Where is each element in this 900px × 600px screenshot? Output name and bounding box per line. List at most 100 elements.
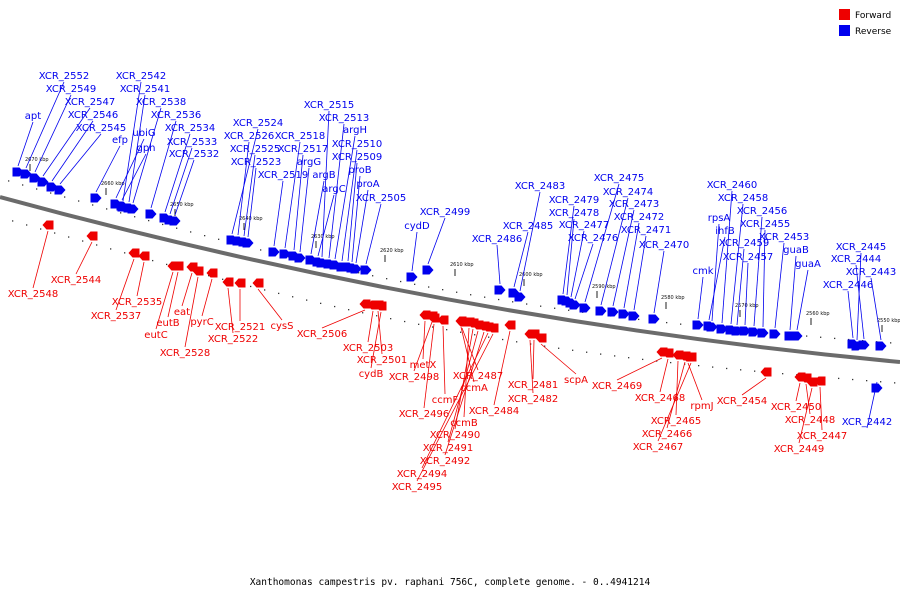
gene-label-guab[interactable]: guaB [783, 245, 809, 256]
gene-label-xcr-2472[interactable]: XCR_2472 [614, 212, 665, 223]
gene-label-metx[interactable]: metX [410, 360, 437, 371]
gene-label-xcr-2447[interactable]: XCR_2447 [797, 431, 848, 442]
gene-label-argb[interactable]: argB [312, 170, 335, 181]
gene-label-cydb[interactable]: cydB [359, 369, 384, 380]
gene-label-xcr-2454[interactable]: XCR_2454 [717, 396, 768, 407]
gene-label-xcr-2548[interactable]: XCR_2548 [8, 289, 59, 300]
gene-label-xcr-2517[interactable]: XCR_2517 [278, 144, 329, 155]
gene-label-xcr-2552[interactable]: XCR_2552 [39, 71, 90, 82]
gene-label-xcr-2515[interactable]: XCR_2515 [304, 100, 355, 111]
gene-label-xcr-2483[interactable]: XCR_2483 [515, 181, 566, 192]
gene-label-xcr-2468[interactable]: XCR_2468 [635, 393, 686, 404]
gene-label-xcr-2534[interactable]: XCR_2534 [165, 123, 216, 134]
gene-label-apt[interactable]: apt [25, 111, 41, 122]
gene-label-xcr-2484[interactable]: XCR_2484 [469, 406, 520, 417]
gene-label-xcr-2503[interactable]: XCR_2503 [343, 343, 394, 354]
gene-label-xcr-2467[interactable]: XCR_2467 [633, 442, 684, 453]
gene-label-xcr-2542[interactable]: XCR_2542 [116, 71, 167, 82]
gene-label-xcr-2537[interactable]: XCR_2537 [91, 311, 142, 322]
gene-label-xcr-2496[interactable]: XCR_2496 [399, 409, 450, 420]
gene-label-xcr-2533[interactable]: XCR_2533 [167, 137, 218, 148]
gene-label-eutc[interactable]: eutC [144, 330, 167, 341]
gene-label-xcr-2486[interactable]: XCR_2486 [472, 234, 523, 245]
gene-label-xcr-2476[interactable]: XCR_2476 [568, 233, 619, 244]
gene-label-xcr-2536[interactable]: XCR_2536 [151, 110, 202, 121]
gene-label-xcr-2519[interactable]: XCR_2519 [258, 170, 309, 181]
gene-label-xcr-2522[interactable]: XCR_2522 [208, 334, 259, 345]
gene-label-eat[interactable]: eat [174, 307, 190, 318]
gene-label-xcr-2492[interactable]: XCR_2492 [420, 456, 471, 467]
gene-label-xcr-2541[interactable]: XCR_2541 [120, 84, 171, 95]
gene-label-rpmj[interactable]: rpmJ [690, 401, 713, 412]
gene-label-xcr-2528[interactable]: XCR_2528 [160, 348, 211, 359]
gene-label-xcr-2478[interactable]: XCR_2478 [549, 208, 600, 219]
gene-label-xcr-2445[interactable]: XCR_2445 [836, 242, 887, 253]
gene-label-ccma[interactable]: ccmA [460, 383, 488, 394]
gene-label-xcr-2444[interactable]: XCR_2444 [831, 254, 882, 265]
gene-label-gph[interactable]: gph [136, 143, 155, 154]
gene-label-xcr-2443[interactable]: XCR_2443 [846, 267, 897, 278]
gene-label-xcr-2487[interactable]: XCR_2487 [453, 371, 504, 382]
gene-label-scpa[interactable]: scpA [564, 375, 588, 386]
gene-label-xcr-2477[interactable]: XCR_2477 [559, 220, 610, 231]
gene-label-pyrc[interactable]: pyrC [190, 317, 213, 328]
gene-label-prob[interactable]: proB [348, 165, 371, 176]
gene-label-xcr-2505[interactable]: XCR_2505 [356, 193, 407, 204]
gene-label-xcr-2494[interactable]: XCR_2494 [397, 469, 448, 480]
gene-label-xcr-2453[interactable]: XCR_2453 [759, 232, 810, 243]
gene-label-xcr-2458[interactable]: XCR_2458 [718, 193, 769, 204]
gene-label-xcr-2482[interactable]: XCR_2482 [508, 394, 559, 405]
gene-label-xcr-2498[interactable]: XCR_2498 [389, 372, 440, 383]
gene-label-xcr-2442[interactable]: XCR_2442 [842, 417, 893, 428]
gene-label-xcr-2499[interactable]: XCR_2499 [420, 207, 471, 218]
gene-label-xcr-2446[interactable]: XCR_2446 [823, 280, 874, 291]
gene-label-xcr-2491[interactable]: XCR_2491 [423, 443, 474, 454]
gene-label-xcr-2518[interactable]: XCR_2518 [275, 131, 326, 142]
gene-label-xcr-2509[interactable]: XCR_2509 [332, 152, 383, 163]
gene-label-xcr-2459[interactable]: XCR_2459 [719, 238, 770, 249]
gene-label-xcr-2490[interactable]: XCR_2490 [430, 430, 481, 441]
gene-label-xcr-2481[interactable]: XCR_2481 [508, 380, 559, 391]
gene-label-xcr-2513[interactable]: XCR_2513 [319, 113, 370, 124]
gene-label-xcr-2538[interactable]: XCR_2538 [136, 97, 187, 108]
gene-label-xcr-2532[interactable]: XCR_2532 [169, 149, 220, 160]
gene-label-xcr-2475[interactable]: XCR_2475 [594, 173, 645, 184]
gene-label-xcr-2549[interactable]: XCR_2549 [46, 84, 97, 95]
gene-label-xcr-2450[interactable]: XCR_2450 [771, 402, 822, 413]
gene-label-xcr-2495[interactable]: XCR_2495 [392, 482, 443, 493]
gene-label-xcr-2524[interactable]: XCR_2524 [233, 118, 284, 129]
gene-label-proa[interactable]: proA [356, 179, 379, 190]
gene-label-xcr-2485[interactable]: XCR_2485 [503, 221, 554, 232]
gene-label-xcr-2473[interactable]: XCR_2473 [609, 199, 660, 210]
gene-label-xcr-2545[interactable]: XCR_2545 [76, 123, 127, 134]
gene-label-cmk[interactable]: cmk [692, 266, 713, 277]
gene-label-xcr-2465[interactable]: XCR_2465 [651, 416, 702, 427]
gene-label-xcr-2535[interactable]: XCR_2535 [112, 297, 163, 308]
gene-label-xcr-2510[interactable]: XCR_2510 [332, 139, 383, 150]
gene-label-xcr-2501[interactable]: XCR_2501 [357, 355, 408, 366]
gene-label-guaa[interactable]: guaA [795, 259, 821, 270]
gene-label-xcr-2470[interactable]: XCR_2470 [639, 240, 690, 251]
gene-label-argh[interactable]: argH [343, 125, 367, 136]
gene-label-rpsa[interactable]: rpsA [708, 213, 731, 224]
gene-label-xcr-2547[interactable]: XCR_2547 [65, 97, 116, 108]
gene-label-ccmf[interactable]: ccmF [432, 395, 459, 406]
gene-label-argc[interactable]: argC [322, 184, 345, 195]
gene-label-xcr-2469[interactable]: XCR_2469 [592, 381, 643, 392]
gene-label-argg[interactable]: argG [297, 157, 321, 168]
gene-label-xcr-2525[interactable]: XCR_2525 [230, 144, 281, 155]
gene-label-xcr-2466[interactable]: XCR_2466 [642, 429, 693, 440]
gene-label-xcr-2546[interactable]: XCR_2546 [68, 110, 119, 121]
gene-label-xcr-2479[interactable]: XCR_2479 [549, 195, 600, 206]
gene-label-xcr-2544[interactable]: XCR_2544 [51, 275, 102, 286]
gene-label-efp[interactable]: efp [112, 135, 128, 146]
gene-label-xcr-2455[interactable]: XCR_2455 [740, 219, 791, 230]
gene-label-xcr-2506[interactable]: XCR_2506 [297, 329, 348, 340]
gene-label-ihfb[interactable]: ihfB [715, 226, 735, 237]
gene-label-cydd[interactable]: cydD [404, 221, 430, 232]
gene-label-xcr-2521[interactable]: XCR_2521 [215, 322, 266, 333]
gene-label-xcr-2471[interactable]: XCR_2471 [621, 225, 672, 236]
gene-label-ccmb[interactable]: ccmB [450, 418, 478, 429]
gene-label-xcr-2526[interactable]: XCR_2526 [224, 131, 275, 142]
gene-label-xcr-2457[interactable]: XCR_2457 [723, 252, 774, 263]
